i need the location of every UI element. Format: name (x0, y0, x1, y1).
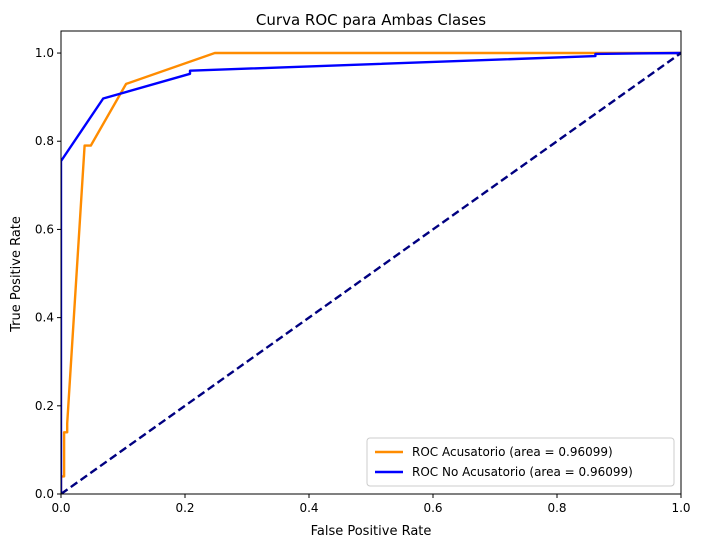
y-tick-label: 0.0 (35, 487, 54, 501)
series-line-1 (61, 51, 681, 494)
y-tick-label: 0.2 (35, 399, 54, 413)
axes-frame (60, 30, 682, 495)
x-tick-label: 0.2 (175, 501, 194, 515)
x-tick-label: 1.0 (671, 501, 690, 515)
legend-label: ROC No Acusatorio (area = 0.96099) (412, 465, 633, 479)
series-line-2 (61, 51, 681, 494)
x-tick-label: 0.8 (547, 501, 566, 515)
legend: ROC Acusatorio (area = 0.96099) ROC No Ac… (366, 437, 675, 487)
y-tick-label: 0.6 (35, 222, 54, 236)
y-tick-label: 0.4 (35, 311, 54, 325)
x-axis-label: False Positive Rate (311, 524, 432, 539)
legend-box (366, 437, 675, 487)
x-tick-label: 0.4 (299, 501, 318, 515)
diagonal-reference-line (61, 52, 681, 494)
y-tick-label: 1.0 (35, 46, 54, 60)
chart-title: Curva ROC para Ambas Clases (256, 11, 486, 29)
y-tick-label: 0.8 (35, 134, 54, 148)
y-axis-label: True Positive Rate (9, 216, 24, 333)
axes-layer: 0.0 0.2 0.4 0.6 0.8 1.0 0.0 0.2 0.4 0.6 0.8 1.0 (35, 30, 691, 515)
series-layer (61, 51, 681, 494)
x-tick-label: 0.6 (423, 501, 442, 515)
legend-label: ROC Acusatorio (area = 0.96099) (412, 445, 613, 459)
x-tick-label: 0.0 (51, 501, 70, 515)
